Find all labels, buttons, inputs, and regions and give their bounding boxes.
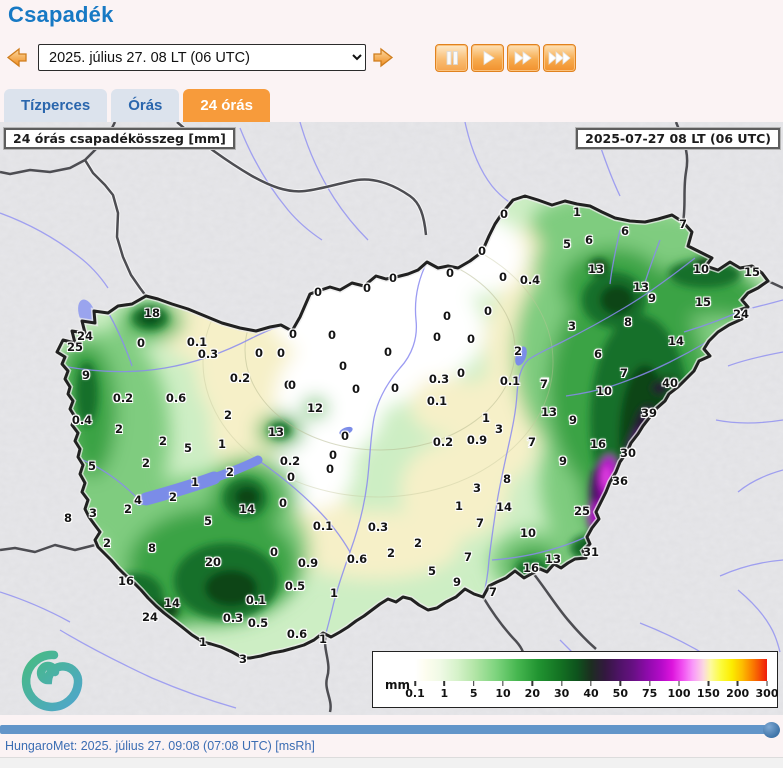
footer-credit: HungaroMet: 2025. július 27. 09:08 (07:0… [5,739,315,753]
legend-tick-label: 50 [613,681,628,700]
arrow-left-icon [6,47,27,68]
animation-controls [435,44,576,72]
lake-tisza [515,346,527,366]
fast-forward-icon [514,51,532,65]
legend-tick-labels: 0.1 1 5 10 20 30 40 50 75 100 150 200 300 [405,681,778,705]
next-time-button[interactable] [371,46,395,70]
arrow-right-icon [373,47,394,68]
legend-tick-label: 150 [697,681,720,700]
play-icon [483,50,495,66]
hungary-precipitation-map-svg [0,120,783,715]
legend-tick-label: 75 [642,681,657,700]
pause-button[interactable] [435,44,468,72]
tab-tízperces[interactable]: Tízperces [4,89,108,122]
tab-24-órás[interactable]: 24 órás [183,89,270,122]
tab-bar: Tízperces Órás 24 órás [4,86,270,122]
legend-tick-label: 100 [668,681,690,700]
page-title: Csapadék [8,2,114,27]
legend-tick-label: 40 [583,681,599,700]
legend-unit-label: mm [385,678,411,692]
time-slider-track[interactable] [0,725,770,734]
map-legend: mm 0.1 1 5 10 20 30 40 50 75 100 150 200 300 [372,651,778,708]
map-timestamp-box: 2025-07-27 08 LT (06 UTC) [575,127,781,150]
legend-tick-label: 0.1 [405,681,425,700]
time-controls: 2025. július 27. 08 LT (06 UTC) [0,42,783,74]
precipitation-map: mm 0.1 1 5 10 20 30 40 50 75 100 150 200 300 [0,120,783,715]
fastest-forward-button[interactable] [543,44,576,72]
legend-tick-label: 10 [495,681,511,700]
legend-tick-label: 20 [525,681,540,700]
fast-forward-button[interactable] [507,44,540,72]
play-button[interactable] [471,44,504,72]
horizontal-scrollbar[interactable] [0,757,783,768]
lake-balaton-west [139,471,221,506]
legend-tick-label: 30 [554,681,569,700]
legend-tick-label: 300 [756,681,778,700]
legend-tick-label: 200 [726,681,749,700]
legend-tick-label: 1 [441,681,448,700]
map-title-box: 24 órás csapadékösszeg [mm] [3,127,236,150]
fastest-forward-icon [548,51,571,65]
previous-time-button[interactable] [5,46,29,70]
legend-gradient-bar [415,659,767,681]
hungaromet-logo-icon [21,650,83,712]
time-slider-thumb[interactable] [763,722,780,738]
datetime-select[interactable]: 2025. július 27. 08 LT (06 UTC) [38,44,366,71]
tab-órás[interactable]: Órás [111,89,180,122]
lake-velence [339,426,353,436]
pause-icon [446,51,458,65]
time-slider[interactable] [0,722,783,738]
legend-tick-label: 5 [470,681,477,700]
